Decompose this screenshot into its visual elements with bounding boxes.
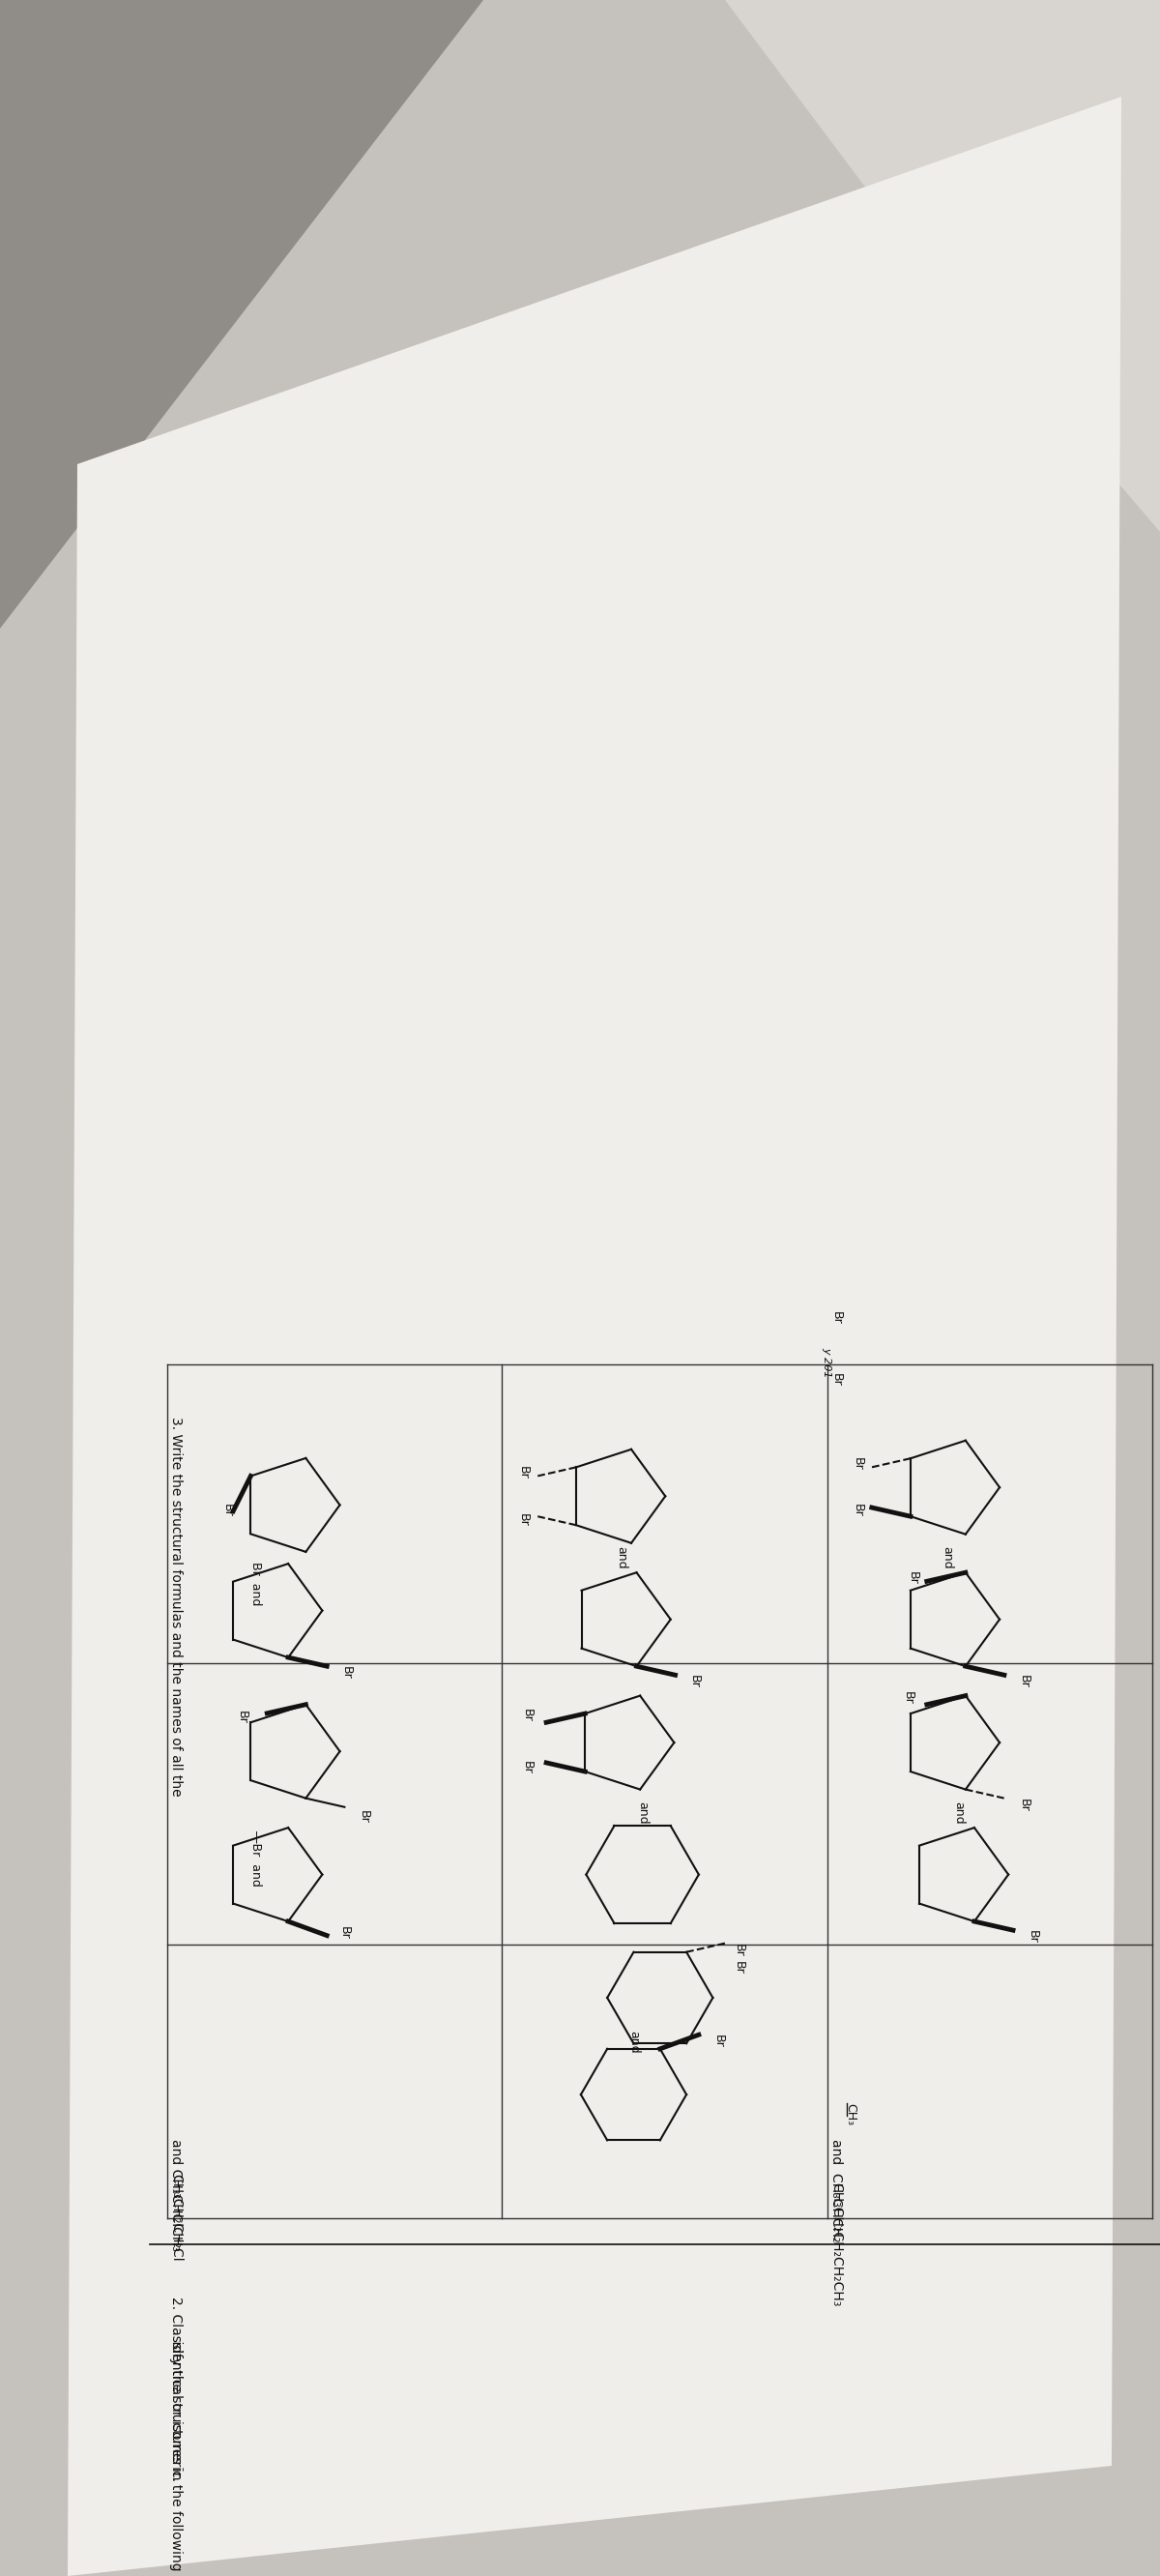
- Text: Br: Br: [851, 1458, 864, 1471]
- Text: Br: Br: [1017, 1798, 1030, 1811]
- Text: Br: Br: [1027, 1929, 1038, 1942]
- Text: CH₃: CH₃: [843, 2105, 856, 2125]
- Polygon shape: [67, 98, 1122, 2576]
- Polygon shape: [725, 0, 1160, 531]
- Text: Br: Br: [733, 1960, 746, 1973]
- Text: Br: Br: [357, 1811, 370, 1824]
- Text: Br  and: Br and: [249, 1561, 262, 1605]
- Text: and: and: [636, 1801, 648, 1824]
- Text: CH₃CH₂CH₂Cl: CH₃CH₂CH₂Cl: [169, 2174, 183, 2262]
- Text: Br: Br: [517, 1466, 530, 1479]
- Text: Br: Br: [339, 1927, 350, 1940]
- Text: Br: Br: [521, 1708, 534, 1723]
- Text: and CH₃CHClCH₃: and CH₃CHClCH₃: [169, 2138, 183, 2251]
- Text: Br: Br: [829, 1311, 842, 1324]
- Text: Br: Br: [851, 1504, 864, 1517]
- Text: y 201: y 201: [822, 1347, 832, 1378]
- Text: ―Br  and: ―Br and: [249, 1832, 262, 1886]
- Text: and  CH₃CHCH₂: and CH₃CHCH₂: [829, 2138, 843, 2241]
- Text: Br: Br: [901, 1692, 914, 1705]
- Text: 2. Classify the structures in the following as unrelated,: 2. Classify the structures in the follow…: [169, 2298, 183, 2576]
- Text: Br: Br: [517, 1512, 530, 1525]
- Text: Br: Br: [222, 1504, 234, 1517]
- Text: Br: Br: [235, 1710, 248, 1723]
- Text: Br: Br: [1017, 1674, 1030, 1687]
- Text: and: and: [941, 1546, 954, 1569]
- Text: and: and: [952, 1801, 965, 1824]
- Text: Br: Br: [829, 1373, 842, 1386]
- Text: Br: Br: [521, 1762, 534, 1775]
- Text: identical or isomeric.: identical or isomeric.: [169, 2324, 183, 2481]
- Text: 3. Write the structural formulas and the names of all the: 3. Write the structural formulas and the…: [169, 1417, 183, 1795]
- Text: Br: Br: [733, 1942, 746, 1958]
- Text: Br: Br: [712, 2035, 724, 2048]
- Text: and: and: [615, 1546, 628, 1569]
- Text: CH₃CH₂CH₂CH₂CH₃: CH₃CH₂CH₂CH₂CH₃: [829, 2182, 843, 2306]
- Text: Br: Br: [688, 1674, 701, 1687]
- Text: Br: Br: [340, 1667, 353, 1680]
- Text: Br: Br: [906, 1571, 919, 1584]
- Text: and: and: [628, 2030, 640, 2053]
- Polygon shape: [0, 0, 484, 629]
